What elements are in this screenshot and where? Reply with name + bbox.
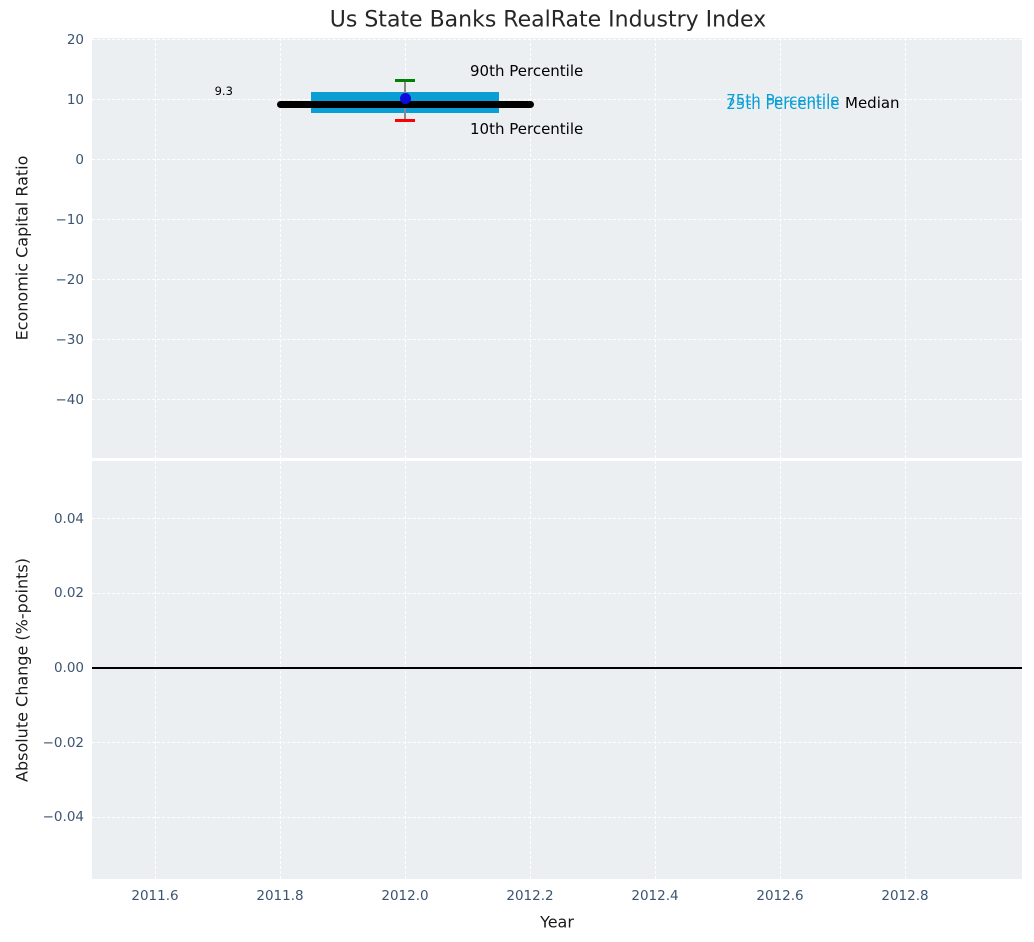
gridline-x (154, 38, 156, 458)
gridline-x (654, 461, 656, 879)
gridline-y (92, 39, 1022, 41)
gridline-y (92, 279, 1022, 281)
y-tick-label: 10 (66, 91, 84, 108)
gridline-x (779, 461, 781, 879)
gridline-x (154, 461, 156, 879)
y-tick-label: 20 (66, 31, 84, 48)
gridline-y (92, 399, 1022, 401)
gridline-x (904, 461, 906, 879)
x-tick-label: 2011.8 (256, 888, 304, 904)
10th-90th-percentile-errorbar-low-cap (395, 118, 415, 122)
annotation-90th-percentile: 90th Percentile (470, 62, 584, 81)
gridline-y (92, 339, 1022, 341)
y-tick-label: −40 (55, 391, 85, 408)
gridline-y (92, 592, 1022, 594)
x-tick-label: 2011.6 (131, 888, 179, 904)
ylabel-economic-capital-ratio: Economic Capital Ratio (12, 155, 32, 341)
x-tick-label: 2012.0 (381, 888, 429, 904)
gridline-x (779, 38, 781, 458)
y-tick-label: −10 (55, 211, 85, 228)
annotation-75th-percentile: 75th Percentile (726, 90, 840, 109)
gridline-y (92, 99, 1022, 101)
plot-title: Us State Banks RealRate Industry Index (329, 7, 767, 33)
y-tick-label: −0.04 (42, 809, 84, 826)
gridline-y (92, 742, 1022, 744)
gridline-x (404, 38, 406, 458)
gridline-x (529, 461, 531, 879)
gridline-x (654, 38, 656, 458)
gridline-x (279, 461, 281, 879)
annotation-25th-percentile: 25th Percentile (726, 94, 840, 113)
gridline-y (92, 816, 1022, 818)
y-tick-label: −0.02 (42, 734, 84, 751)
y-tick-label: 0.00 (53, 659, 84, 676)
annotation-median: Median (845, 94, 900, 113)
gridline-y (92, 518, 1022, 520)
x-tick-label: 2012.6 (756, 888, 804, 904)
y-tick-label: 0 (75, 151, 84, 168)
annotation-9-3: 9.3 (214, 83, 233, 98)
zero-line (92, 666, 1022, 669)
gridline-x (904, 38, 906, 458)
gridline-x (529, 38, 531, 458)
gridline-y (92, 219, 1022, 221)
hancock-whitney-corp-marker (399, 93, 411, 105)
gridline-y (92, 159, 1022, 161)
median-line (276, 100, 534, 108)
annotation-10th-percentile: 10th Percentile (470, 119, 584, 138)
x-tick-label: 2012.4 (631, 888, 679, 904)
y-tick-label: −20 (55, 271, 85, 288)
x-tick-label: 2012.2 (506, 888, 554, 904)
gridline-x (404, 461, 406, 879)
x-tick-label: 2012.8 (881, 888, 929, 904)
axes-absolute-change (92, 461, 1022, 879)
y-tick-label: 0.02 (53, 585, 84, 602)
y-tick-label: −30 (55, 331, 85, 348)
axes-economic-capital-ratio (92, 38, 1022, 458)
xlabel-year: Year (540, 912, 574, 932)
10th-90th-percentile-errorbar-high-cap (395, 79, 415, 83)
gridline-x (279, 38, 281, 458)
y-tick-label: 0.04 (53, 510, 84, 527)
